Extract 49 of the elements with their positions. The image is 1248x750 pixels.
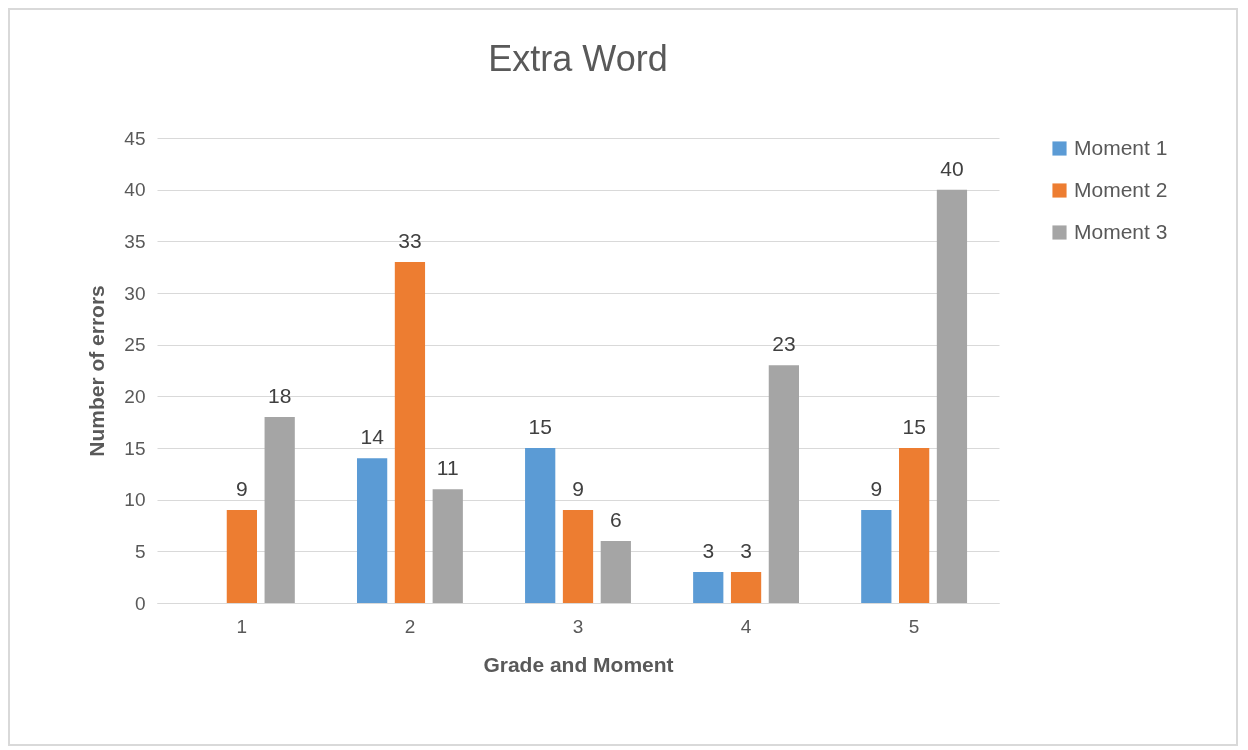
data-label: 18 [268, 384, 292, 407]
data-label: 11 [436, 456, 459, 480]
data-label: 3 [702, 539, 715, 562]
bar [693, 572, 724, 603]
data-label: 6 [609, 508, 622, 531]
chart-title: Extra Word [488, 38, 668, 79]
bar [899, 448, 930, 603]
legend-label: Moment 3 [1074, 219, 1168, 243]
bar [936, 189, 968, 603]
x-tick-label: 2 [404, 615, 416, 637]
bar [861, 510, 892, 603]
data-label: 9 [572, 477, 584, 500]
bar [226, 510, 257, 603]
x-tick-label: 4 [740, 615, 752, 637]
data-label: 9 [236, 477, 248, 500]
x-axis-title: Grade and Moment [483, 652, 674, 676]
bar [525, 448, 556, 603]
data-label: 15 [528, 415, 552, 438]
bar [357, 458, 388, 603]
data-label: 33 [398, 229, 422, 252]
data-label: 23 [772, 332, 796, 356]
bar [432, 489, 463, 603]
y-tick-label: 5 [134, 540, 146, 562]
data-label: 14 [360, 425, 385, 449]
y-tick-label: 25 [124, 334, 146, 356]
data-label: 3 [740, 539, 752, 562]
y-tick-label: 40 [124, 179, 146, 201]
y-tick-label: 10 [124, 489, 146, 511]
x-tick-label: 1 [236, 615, 248, 637]
x-tick-label: 5 [908, 615, 920, 637]
bar [730, 572, 762, 603]
data-label: 9 [870, 477, 883, 500]
bar [264, 417, 295, 603]
bar [600, 541, 631, 603]
y-tick-label: 15 [124, 437, 146, 459]
data-label: 40 [940, 156, 964, 180]
legend-label: Moment 1 [1074, 135, 1168, 159]
bar [562, 510, 594, 603]
y-tick-label: 30 [124, 282, 146, 304]
y-tick-label: 35 [124, 230, 146, 252]
bar [394, 262, 426, 603]
data-label: 15 [902, 415, 926, 438]
y-axis-title: Number of errors [85, 285, 109, 457]
y-tick-label: 45 [124, 127, 146, 149]
legend-label: Moment 2 [1074, 177, 1168, 201]
y-tick-label: 0 [134, 592, 146, 614]
bar [768, 365, 799, 603]
y-tick-label: 20 [124, 385, 146, 407]
x-tick-label: 3 [572, 615, 584, 637]
